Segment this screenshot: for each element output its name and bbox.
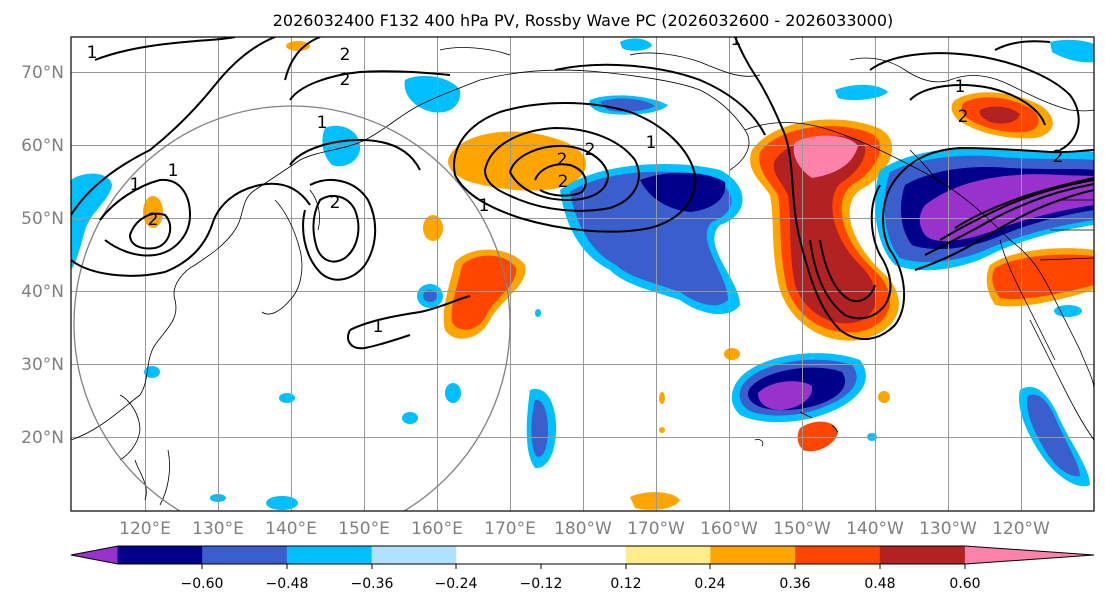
map-frame: [70, 36, 1095, 512]
contour-label: 2: [558, 172, 569, 192]
lat-label: 40°N: [21, 282, 64, 302]
colorbar-segment: [117, 546, 203, 564]
colorbar-segment: [202, 546, 288, 564]
lat-label: 30°N: [21, 355, 64, 375]
lon-label: 160°W: [700, 519, 758, 539]
lon-label: 150°E: [338, 519, 390, 539]
lon-label: 140°W: [846, 519, 904, 539]
contour-label: 1: [373, 317, 384, 337]
lat-label: 50°N: [21, 209, 64, 229]
colorbar-segment: [456, 546, 542, 564]
contour-label: 2: [958, 107, 969, 127]
lon-label: 130°E: [192, 519, 244, 539]
contour-label: 1: [87, 43, 98, 63]
contour-label: 2: [557, 150, 568, 170]
map-background: [71, 37, 1094, 511]
colorbar-outline: [70, 545, 1095, 565]
colorbar-segment: [625, 546, 711, 564]
colorbar-segment: [71, 546, 118, 564]
contour-label: 1: [168, 161, 179, 181]
map-panel: 1 1 1 1 1 1 1 1 1 2 2 2 2 2 2 2 2 2: [70, 30, 1095, 512]
contour-label: 2: [1053, 147, 1064, 167]
contour-label: 2: [340, 45, 351, 65]
colorbar-tick-label: 0.24: [694, 576, 725, 592]
lat-label: 70°N: [21, 63, 64, 83]
lon-label: 120°W: [992, 519, 1050, 539]
contour-label: 2: [340, 70, 351, 90]
contour-label: 2: [330, 193, 341, 213]
contour-label: 1: [646, 133, 657, 153]
lon-label: 120°E: [119, 519, 171, 539]
colorbar-segment: [371, 546, 457, 564]
contour-label: 1: [130, 175, 141, 195]
colorbar-tick-label: −0.48: [266, 576, 309, 592]
colorbar-tick-label: 0.60: [949, 576, 980, 592]
lat-label: 20°N: [21, 428, 64, 448]
contour-label: 1: [731, 30, 742, 50]
colorbar-tick-label: 0.12: [610, 576, 641, 592]
colorbar-tick-label: −0.24: [435, 576, 478, 592]
figure-title: 2026032400 F132 400 hPa PV, Rossby Wave …: [273, 11, 894, 30]
projection-circle: [73, 105, 511, 511]
colorbar-segment: [710, 546, 796, 564]
lon-label: 140°E: [265, 519, 317, 539]
lon-label: 180°W: [554, 519, 612, 539]
lon-label: 160°E: [411, 519, 463, 539]
lon-label: 170°E: [484, 519, 536, 539]
coastlines: [71, 47, 1094, 506]
latitude-labels: 70°N 60°N 50°N 40°N 30°N 20°N: [21, 63, 64, 448]
contour-label: 1: [479, 196, 490, 216]
colorbar-segment: [964, 546, 1094, 564]
pv-shading: 1 1 1 1 1 1 1 1 1 2 2 2 2 2 2 2 2 2: [71, 30, 1094, 511]
lon-label: 130°W: [919, 519, 977, 539]
colorbar-segments: [71, 546, 1094, 564]
colorbar-tick-label: −0.60: [181, 576, 224, 592]
negative-anomalies: [71, 38, 1094, 510]
lon-label: 150°W: [773, 519, 831, 539]
colorbar-ticks: [201, 564, 966, 569]
colorbar-segment: [541, 546, 627, 564]
contour-label: 1: [955, 77, 966, 97]
colorbar-tick-label: 0.36: [779, 576, 810, 592]
colorbar-tick-label: −0.12: [520, 576, 563, 592]
colorbar-tick-label: −0.36: [351, 576, 394, 592]
gridlines: [71, 37, 1094, 511]
colorbar-segment: [879, 546, 965, 564]
lon-label: 170°W: [627, 519, 685, 539]
contour-label-group: 1 1 1 1 1 1 1 1 1 2 2 2 2 2 2 2 2 2: [87, 30, 1064, 337]
contour-label: 2: [148, 210, 159, 230]
colorbar-segment: [286, 546, 372, 564]
contour-label: 1: [317, 113, 328, 133]
colorbar-tick-label: 0.48: [864, 576, 895, 592]
lat-label: 60°N: [21, 136, 64, 156]
longitude-labels: 120°E 130°E 140°E 150°E 160°E 170°E 180°…: [119, 519, 1050, 539]
contour-lines: [71, 37, 1094, 350]
contour-label: 2: [585, 140, 596, 160]
colorbar: −0.60 −0.48 −0.36 −0.24 −0.12 0.12 0.24 …: [70, 545, 1095, 592]
colorbar-tick-labels: −0.60 −0.48 −0.36 −0.24 −0.12 0.12 0.24 …: [181, 576, 981, 592]
colorbar-segment: [795, 546, 881, 564]
